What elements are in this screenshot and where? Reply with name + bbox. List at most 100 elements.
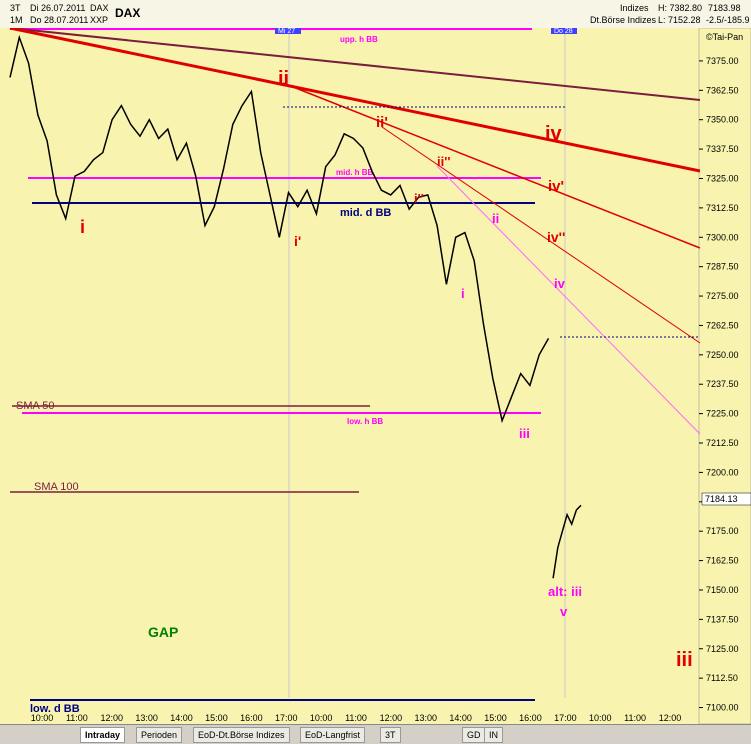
period-2: 1M xyxy=(10,15,23,25)
vendor-label: ©Tai-Pan xyxy=(706,32,743,42)
x-tick-label: 11:00 xyxy=(624,713,646,723)
wave-i-red: i xyxy=(80,217,85,237)
wave-iv-magenta: iv xyxy=(554,276,566,291)
y-tick-label: 7200.00 xyxy=(706,467,739,477)
wave-iii-red: iii xyxy=(676,649,693,671)
gd-button[interactable]: GD xyxy=(462,727,486,743)
y-tick-label: 7137.50 xyxy=(706,614,739,624)
x-tick-label: 10:00 xyxy=(310,713,333,723)
symbol-2: XXP xyxy=(90,15,109,25)
exchange: Dt.Börse Indizes xyxy=(590,15,657,25)
y-tick-label: 7312.50 xyxy=(706,203,739,213)
y-axis-panel xyxy=(698,28,751,724)
marker-28-box xyxy=(551,28,577,34)
tab-eod-langfrist[interactable]: EoD-Langfrist xyxy=(300,727,366,743)
x-tick-label: 11:00 xyxy=(345,713,367,723)
x-tick-label: 10:00 xyxy=(589,713,612,723)
price-series-day3 xyxy=(552,504,582,579)
marker-27-label: Mi 27 xyxy=(278,28,295,35)
date-1: Di 26.07.2011 xyxy=(30,3,86,13)
y-tick-label: 7250.00 xyxy=(706,350,739,360)
trendline-red-thick xyxy=(9,28,701,173)
sma100-label: SMA 100 xyxy=(34,481,79,493)
marker-27-box xyxy=(275,28,301,34)
lower-h-bb-label: low. h BB xyxy=(347,417,383,426)
chart-header: 3T Di 26.07.2011 DAX 1M Do 28.07.2011 XX… xyxy=(0,0,751,29)
y-tick-label: 7125.00 xyxy=(706,644,739,654)
in-button[interactable]: IN xyxy=(484,727,503,743)
trendline-red-medium xyxy=(282,82,701,249)
y-tick-label: 7212.50 xyxy=(706,438,739,448)
y-tick-label: 7162.50 xyxy=(706,556,739,566)
gap-label: GAP xyxy=(148,624,178,640)
x-tick-label: 12:00 xyxy=(101,713,124,723)
middle-h-bb-label: mid. h BB xyxy=(336,168,374,177)
x-tick-label: 14:00 xyxy=(449,713,472,723)
wave-ii-double-prime: ii'' xyxy=(437,154,450,169)
date-2: Do 28.07.2011 xyxy=(30,15,89,25)
y-tick-label: 7237.50 xyxy=(706,379,739,389)
low-value: L: 7152.28 xyxy=(658,15,701,25)
category: Indizes xyxy=(620,3,649,13)
last-price-label: 7184.13 xyxy=(705,494,738,504)
tab-eod-boerse[interactable]: EoD-Dt.Börse Indizes xyxy=(193,727,290,743)
y-tick-label: 7112.50 xyxy=(706,673,738,683)
wave-iii-magenta: iii xyxy=(519,426,530,441)
x-tick-label: 15:00 xyxy=(205,713,228,723)
wave-iv-prime: iv' xyxy=(548,178,564,195)
sma50-label: SMA 50 xyxy=(16,400,55,412)
wave-i-prime: i' xyxy=(294,233,301,249)
wave-ii-prime: ii' xyxy=(376,114,388,131)
y-tick-label: 7325.00 xyxy=(706,173,739,183)
tab-intraday[interactable]: Intraday xyxy=(80,727,126,743)
alt-iii-label: alt: iii xyxy=(548,584,582,599)
wave-iv-double-prime: iv'' xyxy=(547,229,565,245)
wave-i-magenta: i xyxy=(461,286,465,301)
x-tick-label: 13:00 xyxy=(415,713,438,723)
x-tick-label: 10:00 xyxy=(31,713,54,723)
lower-d-bb-label: low. d BB xyxy=(30,703,80,715)
y-tick-label: 7375.00 xyxy=(706,56,739,66)
x-tick-label: 12:00 xyxy=(380,713,403,723)
x-tick-label: 17:00 xyxy=(554,713,577,723)
x-tick-label: 16:00 xyxy=(240,713,263,723)
y-tick-label: 7362.50 xyxy=(706,85,739,95)
x-tick-label: 13:00 xyxy=(135,713,158,723)
bottom-tab-bar: Intraday Perioden EoD-Dt.Börse Indizes E… xyxy=(0,724,751,744)
period-select[interactable]: 3T xyxy=(380,727,401,743)
wave-i-double-prime: i'' xyxy=(414,191,424,206)
y-tick-label: 7287.50 xyxy=(706,262,739,272)
high-value: H: 7382.80 xyxy=(658,3,703,13)
wave-ii-red: ii xyxy=(278,68,289,90)
period-1: 3T xyxy=(10,3,21,13)
y-tick-label: 7150.00 xyxy=(706,585,739,595)
x-axis: 10:00 11:00 12:00 13:00 14:00 15:00 16:00 17:00… xyxy=(31,713,682,723)
marker-28-label: Do 28 xyxy=(554,28,573,35)
x-tick-label: 14:00 xyxy=(170,713,193,723)
last-value: 7183.98 xyxy=(708,3,741,13)
plot-background xyxy=(0,28,751,724)
middle-d-bb-label: mid. d BB xyxy=(340,207,391,219)
x-tick-label: 15:00 xyxy=(484,713,507,723)
x-tick-label: 11:00 xyxy=(66,713,88,723)
price-chart: ©Tai-Pan 7375.00 7362.50 7350.00 7337.50 732… xyxy=(0,28,751,724)
x-tick-label: 17:00 xyxy=(275,713,298,723)
upper-bb-label: upp. h BB xyxy=(340,35,378,44)
tab-perioden[interactable]: Perioden xyxy=(136,727,183,743)
y-tick-label: 7225.00 xyxy=(706,409,739,419)
instrument-name: DAX xyxy=(115,6,141,20)
price-series-day1-2 xyxy=(9,34,550,424)
symbol-1: DAX xyxy=(90,3,109,13)
trendline-magenta xyxy=(436,165,701,435)
y-tick-label: 7175.00 xyxy=(706,526,739,536)
wave-ii-magenta: ii xyxy=(492,211,499,226)
wave-iv-big: iv xyxy=(545,123,563,145)
change-value: -2.5/-185.9 xyxy=(706,15,750,25)
last-price-box xyxy=(701,492,751,506)
y-tick-label: 7337.50 xyxy=(706,144,739,154)
y-tick-label: 7262.50 xyxy=(706,320,739,330)
y-tick-label: 7100.00 xyxy=(706,703,739,713)
x-tick-label: 12:00 xyxy=(659,713,682,723)
y-tick-label: 7275.00 xyxy=(706,291,739,301)
wave-v-label: v xyxy=(560,604,568,619)
